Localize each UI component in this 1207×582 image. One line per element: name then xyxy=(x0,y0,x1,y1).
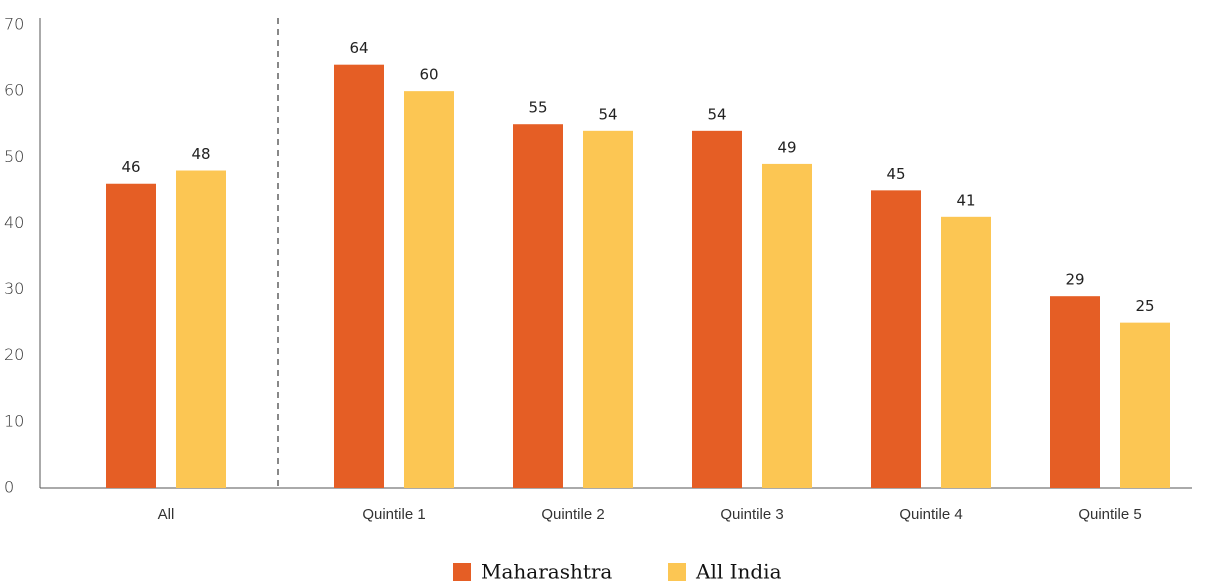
x-tick-label: Quintile 5 xyxy=(1078,506,1141,523)
value-label: 29 xyxy=(1065,271,1084,289)
value-label: 46 xyxy=(121,158,140,176)
x-tick-label: Quintile 2 xyxy=(541,506,604,523)
legend-label: All India xyxy=(695,560,782,582)
bar xyxy=(106,183,156,488)
value-label: 49 xyxy=(777,138,796,156)
bar xyxy=(176,170,226,488)
y-tick-label: 20 xyxy=(4,345,24,364)
x-tick-label: Quintile 4 xyxy=(899,506,962,523)
bar xyxy=(871,190,921,488)
value-label: 48 xyxy=(191,145,210,163)
value-label: 64 xyxy=(349,39,368,57)
y-tick-label: 40 xyxy=(4,213,24,232)
bar xyxy=(1050,296,1100,488)
bar xyxy=(692,130,742,489)
y-tick-label: 50 xyxy=(4,147,24,166)
bar xyxy=(1120,322,1170,488)
bar xyxy=(513,124,563,488)
x-tick-label: Quintile 1 xyxy=(362,506,425,523)
x-tick-label: All xyxy=(158,506,175,523)
bar xyxy=(583,130,633,489)
value-label: 54 xyxy=(707,105,726,123)
y-tick-label: 70 xyxy=(4,15,24,34)
legend-swatch xyxy=(668,563,686,581)
x-tick-label: Quintile 3 xyxy=(720,506,783,523)
value-label: 55 xyxy=(528,99,547,117)
legend-label: Maharashtra xyxy=(481,560,612,582)
value-label: 60 xyxy=(419,66,438,84)
value-label: 54 xyxy=(598,105,617,123)
y-tick-label: 0 xyxy=(4,478,14,497)
legend-swatch xyxy=(453,563,471,581)
y-tick-label: 10 xyxy=(4,411,24,430)
bar xyxy=(404,91,454,489)
bar xyxy=(334,64,384,488)
y-tick-label: 30 xyxy=(4,279,24,298)
y-tick-label: 60 xyxy=(4,81,24,100)
value-label: 41 xyxy=(956,191,975,209)
bar xyxy=(762,163,812,488)
value-label: 25 xyxy=(1135,297,1154,315)
bar xyxy=(941,216,991,489)
value-label: 45 xyxy=(886,165,905,183)
